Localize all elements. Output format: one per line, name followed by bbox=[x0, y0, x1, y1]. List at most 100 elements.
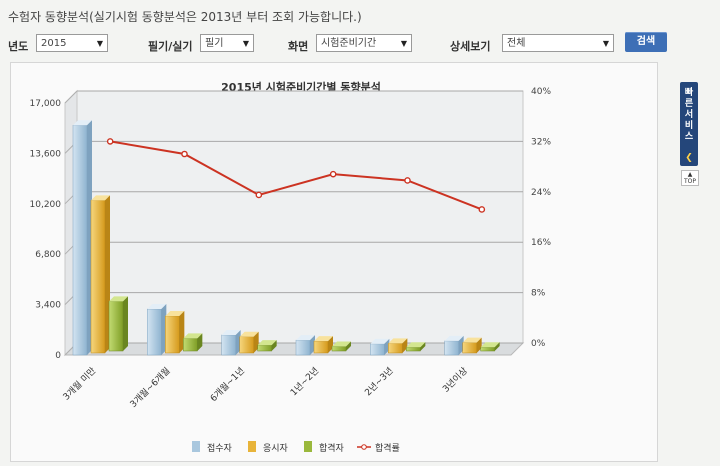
chart-back-wall bbox=[76, 90, 524, 344]
bar-passers bbox=[108, 301, 124, 352]
legend-swatch bbox=[192, 441, 200, 452]
view-select-value: 시험준비기간 bbox=[321, 38, 377, 49]
x-tick-label: 1년~2년 bbox=[288, 365, 321, 398]
bar-passers-top bbox=[332, 341, 351, 347]
pass-rate-point bbox=[181, 150, 188, 158]
bar-applicants bbox=[147, 308, 162, 356]
year-label: 년도 bbox=[8, 40, 29, 53]
bar-examinees-top bbox=[239, 331, 259, 337]
legend-swatch bbox=[248, 441, 256, 452]
legend-marker-swatch bbox=[361, 444, 367, 450]
bar-examinees bbox=[388, 343, 403, 354]
y-right-tick-label: 40% bbox=[531, 87, 551, 97]
bar-applicants bbox=[370, 343, 385, 356]
detail-select-value: 전체 bbox=[507, 38, 526, 49]
y-right-tick-label: 32% bbox=[531, 137, 551, 147]
legend-label: 응시자 bbox=[263, 443, 289, 454]
y-left-tick-label: 0 bbox=[55, 351, 61, 361]
detail-label: 상세보기 bbox=[450, 40, 491, 53]
gridline-depth bbox=[64, 90, 78, 104]
y-left-tick-label: 13,600 bbox=[30, 149, 62, 159]
bar-examinees-top bbox=[314, 336, 333, 342]
bar-passers-side bbox=[494, 342, 500, 351]
bar-passers-top bbox=[480, 342, 500, 348]
filter-bar: 년도 2015 ▼ 필기/실기 필기 ▼ 화면 시험준비기간 ▼ 상세보기 전체… bbox=[8, 32, 708, 56]
chevron-down-icon: ▼ bbox=[602, 39, 609, 48]
bar-examinees bbox=[239, 336, 254, 354]
x-tick-label: 6개월~1년 bbox=[207, 365, 246, 404]
bar-passers-side bbox=[420, 342, 426, 351]
search-button[interactable]: 검색 bbox=[625, 32, 667, 52]
x-tick-label: 3개월~6개월 bbox=[127, 365, 172, 410]
chart-panel: 2015년 시험준비기간별 동향분석 17,000 13,600 10,200 6,8… bbox=[10, 62, 658, 462]
scroll-top-button[interactable]: ▲ TOP bbox=[681, 170, 699, 186]
bar-applicants-top bbox=[221, 329, 241, 335]
bar-examinees bbox=[90, 200, 106, 354]
bar-applicants bbox=[444, 340, 459, 356]
chevron-down-icon: ▼ bbox=[242, 39, 249, 48]
y-right-tick-label: 16% bbox=[531, 238, 551, 248]
pass-rate-point bbox=[106, 138, 114, 145]
view-label: 화면 bbox=[288, 40, 309, 53]
bar-passers bbox=[331, 346, 347, 352]
bar-passers-top bbox=[257, 340, 277, 346]
bar-applicants-top bbox=[444, 335, 464, 341]
bar-examinees-top bbox=[388, 338, 408, 344]
bar-passers-side bbox=[346, 341, 351, 351]
bar-applicants-top bbox=[370, 338, 390, 344]
legend-label: 합격자 bbox=[319, 442, 345, 454]
pass-rate-point bbox=[329, 170, 337, 178]
bar-passers-top bbox=[183, 333, 203, 339]
bar-applicants bbox=[295, 339, 311, 356]
bar-examinees-top bbox=[165, 310, 185, 316]
bar-passers-top bbox=[406, 342, 426, 348]
view-select[interactable]: 시험준비기간 ▼ bbox=[316, 34, 412, 52]
exam-type-select-value: 필기 bbox=[205, 38, 224, 49]
bar-examinees-top bbox=[91, 195, 110, 201]
bar-passers-top bbox=[109, 296, 128, 302]
exam-type-select[interactable]: 필기 ▼ bbox=[200, 34, 254, 52]
bar-passers bbox=[480, 347, 495, 352]
bar-passers-side bbox=[123, 296, 128, 351]
y-right-tick-label: 0% bbox=[531, 339, 546, 349]
bar-passers bbox=[183, 338, 198, 352]
chevron-left-icon: ❮ bbox=[685, 153, 693, 163]
exam-type-label: 필기/실기 bbox=[148, 40, 193, 53]
bar-passers-side bbox=[271, 340, 277, 351]
bar-applicants-top bbox=[296, 335, 315, 341]
bar-applicants-top bbox=[147, 304, 167, 310]
bar-applicants bbox=[72, 124, 88, 356]
trend-chart: 2015년 시험준비기간별 동향분석 17,00013,60010,2006,8… bbox=[30, 80, 552, 454]
legend-label: 접수자 bbox=[207, 442, 233, 454]
legend-label: 합격률 bbox=[375, 442, 400, 454]
year-select-value: 2015 bbox=[41, 38, 67, 49]
bar-applicants-top bbox=[73, 120, 92, 126]
caret-up-icon: ▲ bbox=[687, 171, 693, 178]
x-tick-label: 3년이상 bbox=[441, 365, 470, 394]
pass-rate-point bbox=[404, 177, 411, 184]
chevron-down-icon: ▼ bbox=[400, 39, 407, 48]
x-tick-label: 2년~3년 bbox=[363, 365, 396, 398]
bar-examinees-top bbox=[462, 337, 482, 343]
y-right-tick-label: 8% bbox=[531, 289, 546, 299]
bar-examinees bbox=[462, 342, 477, 354]
year-select[interactable]: 2015 ▼ bbox=[36, 34, 108, 52]
bar-applicants bbox=[221, 334, 236, 356]
page-title: 수험자 동향분석(실기시험 동향분석은 2013년 부터 조회 가능합니다.) bbox=[8, 10, 362, 24]
bar-examinees bbox=[313, 340, 329, 354]
detail-select[interactable]: 전체 ▼ bbox=[502, 34, 614, 52]
y-left-tick-label: 6,800 bbox=[35, 250, 61, 260]
pass-rate-line bbox=[109, 140, 483, 211]
y-left-tick-label: 10,200 bbox=[30, 200, 62, 210]
chart-legend: 접수자 응시자 합격자 합격률 bbox=[192, 441, 400, 454]
chevron-down-icon: ▼ bbox=[96, 39, 103, 48]
y-left-tick-label: 3,400 bbox=[35, 301, 61, 311]
pass-rate-point bbox=[478, 206, 486, 213]
x-tick-label: 3개월 미만 bbox=[60, 365, 98, 403]
bar-examinees bbox=[165, 315, 180, 354]
legend-swatch bbox=[304, 441, 312, 452]
pass-rate-point bbox=[255, 191, 263, 199]
y-right-tick-label: 24% bbox=[531, 188, 551, 198]
